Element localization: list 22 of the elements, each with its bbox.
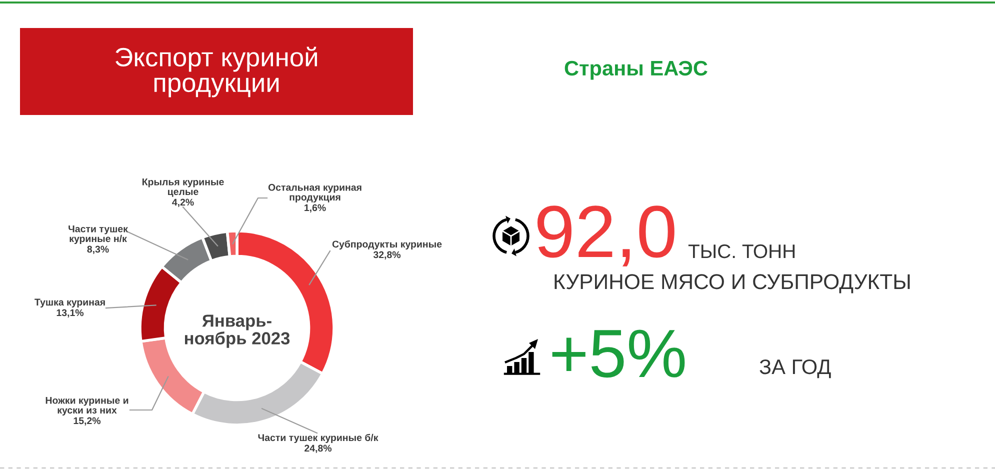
data-label: 15,2% [74, 417, 101, 426]
data-label: 13,1% [56, 309, 84, 318]
text: КУРИНОЕ МЯСО И СУБПРОДУКТЫ [554, 274, 910, 294]
text: +5% [552, 330, 685, 378]
text: ЗА ГОД [760, 359, 831, 378]
text: ТЫС. ТОНН [688, 244, 795, 258]
slice-label: Ножки куриные и куски из них [46, 397, 128, 416]
data-label: 1,6% [304, 204, 326, 213]
slice-label: Остальная куриная продукция [268, 184, 362, 202]
slice-label: Части тушек куриные б/к [258, 434, 378, 443]
slice-label: Крылья куриные целые [142, 178, 224, 197]
data-label: 24,8% [304, 444, 332, 454]
text: Страны ЕАЭС [564, 60, 708, 80]
data-label: 8,3% [87, 246, 109, 254]
slice-label: Части тушек куриные н/к [68, 226, 128, 244]
chart-title: Экспорт куриной продукции [116, 46, 317, 98]
text: Январь- ноябрь 2023 [185, 314, 290, 348]
data-label: 32,8% [373, 251, 401, 260]
data-label: 4,2% [172, 198, 194, 208]
slice-label: Тушка куриная [34, 298, 105, 308]
text: 92,0 [537, 206, 674, 266]
slice-label: Субпродукты куриные [332, 240, 442, 250]
